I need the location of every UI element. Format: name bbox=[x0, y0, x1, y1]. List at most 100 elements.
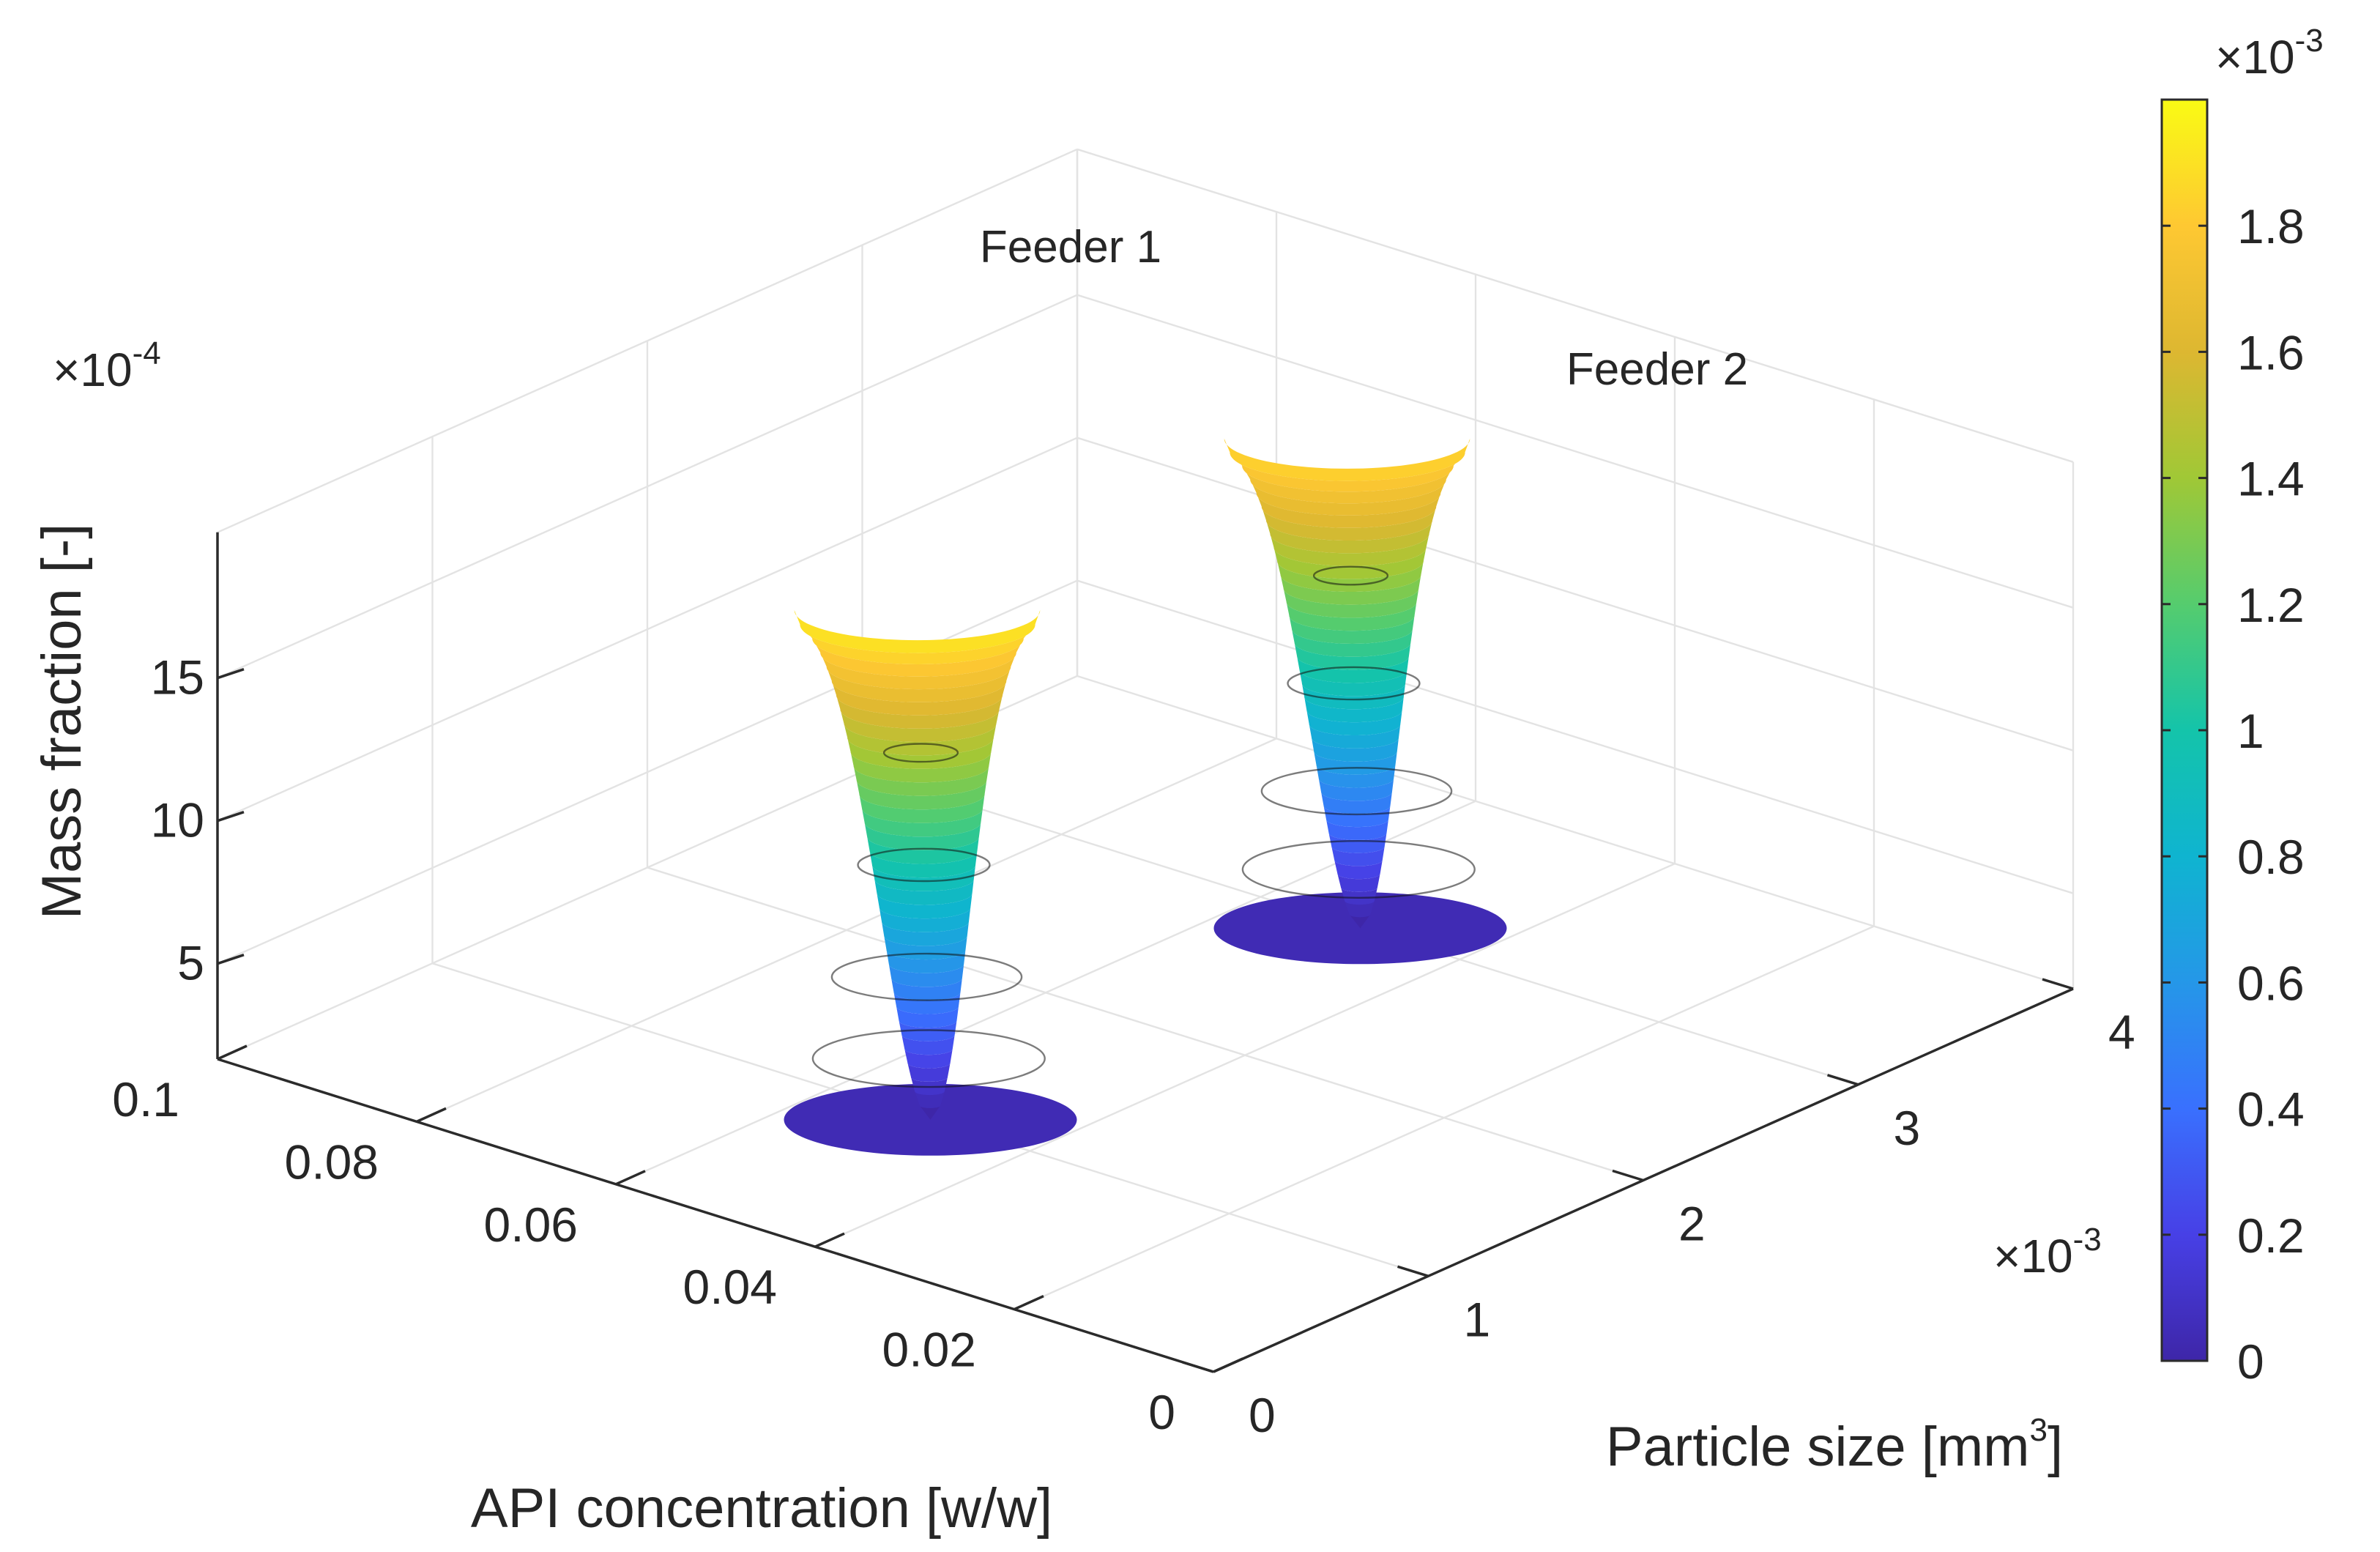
z-axis-multiplier: ×10-4 bbox=[53, 335, 161, 396]
surface-band bbox=[1337, 874, 1380, 892]
x-tick-label-2: 0.04 bbox=[683, 1260, 777, 1314]
surface-band bbox=[836, 694, 1003, 729]
y-tick-1 bbox=[1397, 1265, 1429, 1277]
surface-band bbox=[1312, 738, 1399, 762]
surface-band bbox=[1261, 506, 1437, 541]
surface-band bbox=[1345, 901, 1375, 918]
surface-band bbox=[794, 610, 1041, 653]
z-axis-label: Mass fraction [-] bbox=[31, 524, 93, 920]
surface-band bbox=[847, 737, 994, 769]
x-axis-line bbox=[217, 1058, 1214, 1373]
surface-band bbox=[856, 779, 987, 810]
surface-band bbox=[1349, 914, 1371, 929]
surface-band bbox=[893, 992, 961, 1014]
surface-band bbox=[1304, 697, 1404, 723]
feeder-1-annotation: Feeder 1 bbox=[980, 222, 1161, 272]
contour-line-1 bbox=[830, 952, 1023, 1001]
surface-band bbox=[1316, 765, 1396, 788]
surface-band bbox=[1280, 574, 1421, 605]
x-tick-1 bbox=[1014, 1295, 1044, 1311]
x-tick-0 bbox=[1213, 1357, 1243, 1373]
surface-band bbox=[1256, 493, 1441, 528]
contour-line-1 bbox=[1260, 767, 1453, 816]
surface-band bbox=[1334, 860, 1383, 880]
y-tick-label-4: 4 bbox=[2108, 1005, 2135, 1059]
z-tick-2 bbox=[217, 668, 245, 680]
surface-band bbox=[844, 723, 997, 756]
surface-band bbox=[904, 1049, 953, 1069]
surface-band bbox=[859, 794, 985, 823]
y-tick-label-0: 0 bbox=[1249, 1388, 1276, 1442]
surface-band bbox=[1341, 887, 1377, 905]
colorbar-tick-label-8: 1.6 bbox=[2237, 325, 2305, 379]
surface-band bbox=[869, 850, 978, 878]
colorbar-tick-label-2: 0.4 bbox=[2237, 1083, 2305, 1137]
surface-band bbox=[850, 751, 992, 783]
top-edge-side bbox=[217, 148, 1078, 533]
y-tick-3 bbox=[1826, 1074, 1859, 1086]
surface-band bbox=[1306, 710, 1402, 735]
surface-band bbox=[886, 949, 966, 973]
grid-layer bbox=[216, 148, 2075, 1373]
x-tick-label-3: 0.06 bbox=[484, 1198, 578, 1252]
x-tick-4 bbox=[416, 1107, 447, 1123]
side-wall-gridline-z-2 bbox=[217, 294, 1078, 679]
surface-band bbox=[853, 765, 989, 796]
y-tick-0 bbox=[1182, 1361, 1214, 1373]
surface-band bbox=[1273, 547, 1427, 579]
surface-band bbox=[812, 638, 1024, 677]
y-tick-2 bbox=[1612, 1169, 1644, 1182]
surface-band bbox=[1292, 628, 1413, 657]
x-tick-5 bbox=[217, 1044, 248, 1061]
surface-band bbox=[1299, 669, 1407, 697]
colorbar-multiplier: ×10-3 bbox=[2215, 23, 2324, 83]
colorbar-tick-label-9: 1.8 bbox=[2237, 199, 2305, 253]
y-axis-multiplier: ×10-3 bbox=[1993, 1222, 2102, 1282]
surface-band bbox=[867, 836, 979, 864]
surface-band bbox=[1328, 833, 1387, 853]
x-tick-3 bbox=[615, 1170, 646, 1186]
colorbar-tick-label-6: 1.2 bbox=[2237, 578, 2305, 632]
side-wall-gridline-z-1 bbox=[217, 437, 1078, 822]
surface-band bbox=[1250, 479, 1446, 516]
floor-gridline-y-4 bbox=[1076, 675, 2074, 990]
feeder-2-annotation: Feeder 2 bbox=[1566, 344, 1748, 395]
z-tick-label-0: 5 bbox=[177, 936, 204, 990]
surface-layer bbox=[784, 438, 1507, 1156]
surface-band bbox=[1309, 724, 1401, 749]
z-tick-0 bbox=[217, 954, 245, 965]
surface-band bbox=[800, 624, 1035, 664]
surface-band bbox=[871, 864, 976, 891]
contour-line-0 bbox=[811, 1029, 1046, 1088]
surface-band bbox=[879, 907, 971, 932]
x-tick-label-0: 0 bbox=[1148, 1385, 1175, 1439]
y-tick-labels: 0 1 2 3 4 bbox=[1249, 1005, 2135, 1442]
surface-band bbox=[1224, 438, 1470, 481]
back-wall-gridline-z-0 bbox=[1076, 579, 2074, 894]
surface-band bbox=[1301, 683, 1406, 710]
surface-band bbox=[1326, 819, 1388, 840]
colorbar-tick-label-3: 0.6 bbox=[2237, 956, 2305, 1010]
back-wall-gridline-z-2 bbox=[1076, 294, 2074, 609]
y-axis-label: Particle size [mm3] bbox=[1606, 1412, 2063, 1478]
colorbar-ticks: 0 0.2 0.4 0.6 0.8 1 1.2 1.4 1.6 1.8 bbox=[2162, 199, 2305, 1389]
surface-band bbox=[901, 1034, 955, 1055]
z-tick-1 bbox=[217, 811, 245, 823]
floor-gridline-y-2 bbox=[647, 866, 1644, 1181]
surface-band bbox=[1323, 806, 1391, 828]
surface-band bbox=[1277, 560, 1424, 592]
contour-line-3 bbox=[1312, 565, 1389, 586]
colorbar-tick-label-1: 0.2 bbox=[2237, 1208, 2305, 1263]
surface-band bbox=[907, 1063, 951, 1082]
back-wall-gridline-z-1 bbox=[1076, 437, 2074, 751]
z-tick-labels: 5 10 15 bbox=[151, 650, 204, 990]
z-tick-label-2: 15 bbox=[151, 650, 204, 705]
surface-band bbox=[1294, 642, 1411, 670]
surface-band bbox=[1265, 520, 1433, 554]
colorbar-tick-label-7: 1.4 bbox=[2237, 452, 2305, 506]
surface-band bbox=[1242, 465, 1454, 504]
surface-band bbox=[1286, 601, 1417, 631]
x-tick-label-1: 0.02 bbox=[882, 1323, 976, 1377]
y-tick-4 bbox=[2042, 978, 2074, 990]
